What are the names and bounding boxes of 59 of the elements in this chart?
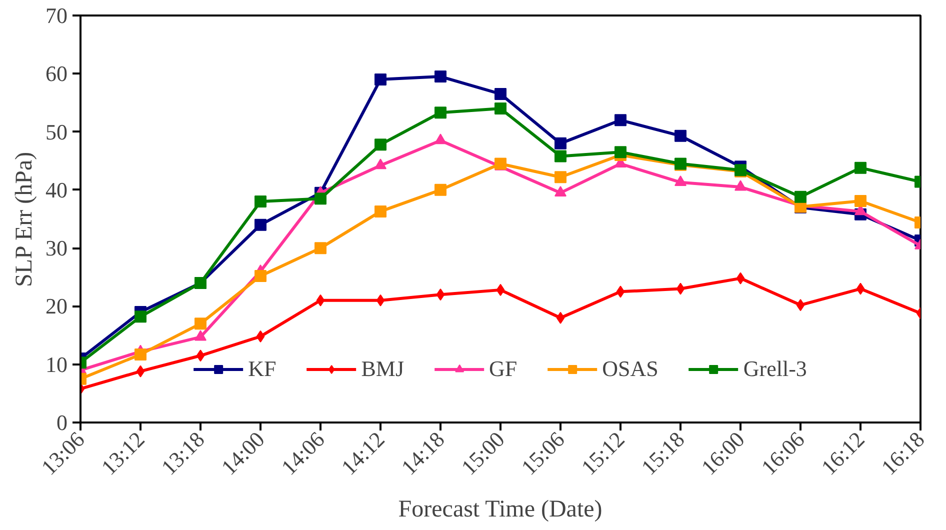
point xyxy=(194,330,206,341)
y-tick-label: 50 xyxy=(46,119,68,144)
point xyxy=(316,294,325,306)
point xyxy=(854,162,866,174)
point xyxy=(374,138,386,151)
y-tick-label: 70 xyxy=(46,3,68,28)
point xyxy=(554,137,566,150)
y-tick-label: 0 xyxy=(56,410,68,435)
point xyxy=(376,294,385,306)
point xyxy=(196,350,205,362)
point xyxy=(434,106,446,119)
point xyxy=(734,180,746,191)
point xyxy=(614,114,626,126)
point xyxy=(194,318,206,330)
y-tick-label: 10 xyxy=(46,352,68,377)
y-tick-label: 60 xyxy=(46,61,68,86)
point xyxy=(134,310,146,323)
point xyxy=(554,186,566,197)
point xyxy=(254,218,266,231)
legend-label: OSAS xyxy=(602,356,658,382)
point xyxy=(554,150,566,162)
point xyxy=(616,286,625,298)
point xyxy=(554,171,566,184)
point xyxy=(856,282,865,295)
point xyxy=(374,158,386,170)
point xyxy=(494,88,506,100)
legend-label: Grell-3 xyxy=(743,356,807,382)
point xyxy=(314,192,326,205)
point xyxy=(374,205,386,218)
point xyxy=(136,365,145,378)
point xyxy=(614,146,626,158)
point xyxy=(674,130,686,142)
point xyxy=(256,330,265,342)
point xyxy=(494,102,506,115)
point xyxy=(736,272,745,284)
y-tick-label: 30 xyxy=(46,236,68,261)
point xyxy=(434,184,446,196)
legend-label: KF xyxy=(248,356,276,382)
y-tick-label: 20 xyxy=(46,294,68,319)
point xyxy=(314,242,326,254)
point xyxy=(436,288,445,301)
legend-label: BMJ xyxy=(361,356,404,382)
point xyxy=(434,134,446,144)
point xyxy=(676,282,685,295)
legend-label: GF xyxy=(489,356,518,382)
point xyxy=(854,194,866,207)
point xyxy=(794,190,806,203)
point xyxy=(254,270,266,282)
point xyxy=(796,299,805,312)
y-tick-label: 40 xyxy=(46,177,68,202)
point xyxy=(674,176,686,186)
x-axis-title: Forecast Time (Date) xyxy=(398,496,602,523)
point xyxy=(134,348,146,360)
point xyxy=(496,284,505,296)
point xyxy=(556,312,565,324)
y-axis-title: SLP Err (hPa) xyxy=(12,152,38,287)
point xyxy=(374,73,386,86)
point xyxy=(434,70,446,83)
point xyxy=(254,196,266,208)
